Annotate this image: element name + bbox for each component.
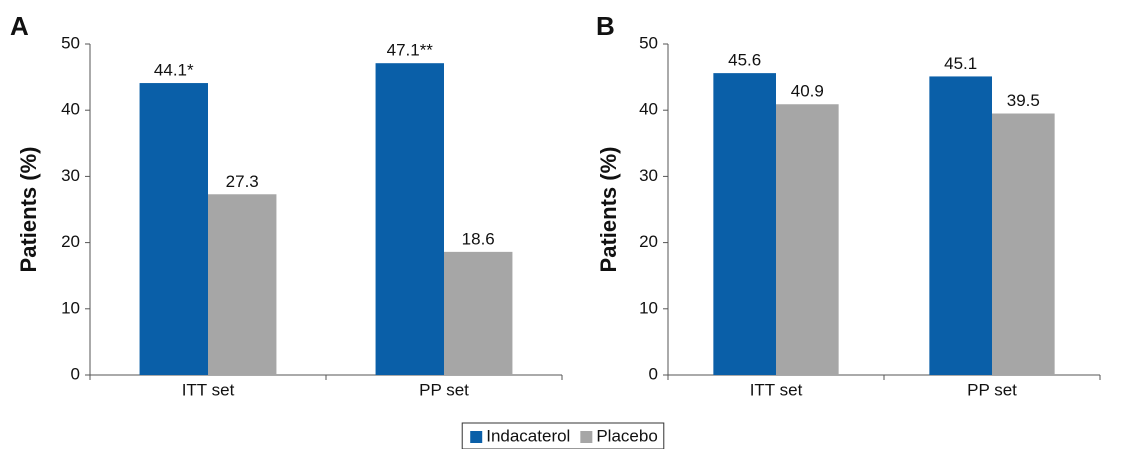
y-tick-label: 30 xyxy=(61,166,80,185)
bar xyxy=(992,113,1055,375)
y-tick-label: 10 xyxy=(639,298,658,317)
bar xyxy=(444,251,513,375)
legend: Indacaterol Placebo xyxy=(461,422,665,449)
bar xyxy=(139,83,208,376)
x-tick-label: PP set xyxy=(967,380,1017,399)
legend-swatch xyxy=(580,431,593,443)
x-tick-label: ITT set xyxy=(182,380,235,399)
data-label: 47.1** xyxy=(387,41,434,60)
data-label: 45.6 xyxy=(728,51,761,70)
data-label: 40.9 xyxy=(791,82,824,101)
y-axis-label: Patients (%) xyxy=(596,147,621,273)
y-tick-label: 30 xyxy=(639,166,658,185)
y-tick-label: 0 xyxy=(71,364,80,383)
y-tick-label: 0 xyxy=(649,364,658,383)
x-tick-label: ITT set xyxy=(750,380,803,399)
bar xyxy=(776,104,839,375)
y-tick-label: 20 xyxy=(639,232,658,251)
panel-label: B xyxy=(596,11,615,41)
y-tick-label: 50 xyxy=(61,33,80,52)
bar xyxy=(929,76,992,376)
data-label: 18.6 xyxy=(462,229,495,248)
y-tick-label: 10 xyxy=(61,298,80,317)
y-tick-label: 20 xyxy=(61,232,80,251)
legend-label: Placebo xyxy=(596,426,657,445)
legend-box xyxy=(461,422,665,449)
bar xyxy=(375,63,444,375)
y-axis-label: Patients (%) xyxy=(16,147,41,273)
y-tick-label: 50 xyxy=(639,33,658,52)
panel-label: A xyxy=(10,11,29,41)
data-label: 27.3 xyxy=(226,172,259,191)
bar xyxy=(713,73,776,376)
legend-label: Indacaterol xyxy=(486,426,570,445)
y-tick-label: 40 xyxy=(61,100,80,119)
x-tick-label: PP set xyxy=(419,380,469,399)
legend-swatch xyxy=(470,431,483,443)
data-label: 45.1 xyxy=(944,54,977,73)
bar xyxy=(208,194,277,375)
data-label: 44.1* xyxy=(154,61,194,80)
data-label: 39.5 xyxy=(1007,91,1040,110)
y-tick-label: 40 xyxy=(639,100,658,119)
